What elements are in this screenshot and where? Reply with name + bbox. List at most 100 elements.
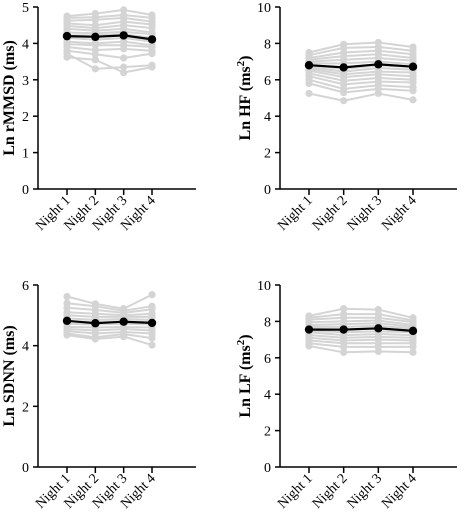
mean-point xyxy=(147,318,157,328)
individual-line xyxy=(66,36,153,43)
individual-point xyxy=(305,79,313,88)
individual-line xyxy=(308,336,414,342)
individual-point xyxy=(409,348,417,356)
individual-line xyxy=(308,69,414,79)
mean-line xyxy=(66,34,153,41)
mean-line xyxy=(308,63,414,69)
individual-line xyxy=(308,313,414,322)
mean-point xyxy=(91,319,100,328)
mean-line xyxy=(66,319,153,325)
individual-line xyxy=(66,56,153,74)
individual-line xyxy=(66,311,153,317)
y-axis-title: Ln LF (ms2) xyxy=(235,334,254,417)
individual-line xyxy=(66,27,153,34)
individual-point xyxy=(409,87,417,95)
mean-point xyxy=(339,325,348,334)
y-tick-label: 6 xyxy=(264,74,271,89)
y-tick-label: 4 xyxy=(22,37,29,52)
individual-line xyxy=(66,40,153,47)
y-tick-label: 2 xyxy=(264,147,271,162)
individual-line xyxy=(66,314,152,318)
individual-line xyxy=(66,293,153,310)
individual-point xyxy=(305,342,313,350)
y-tick-label: 10 xyxy=(257,279,271,294)
individual-point xyxy=(340,97,348,105)
individual-line xyxy=(66,327,153,332)
individual-line xyxy=(308,334,414,339)
individual-point xyxy=(340,343,348,351)
mean-point xyxy=(147,35,157,44)
individual-point xyxy=(409,343,417,351)
y-axis-title: Ln HF (ms2) xyxy=(235,56,254,141)
y-tick-label: 10 xyxy=(257,1,271,16)
individual-line xyxy=(66,13,153,19)
individual-point xyxy=(120,45,128,53)
individual-line xyxy=(308,342,413,348)
individual-line xyxy=(308,319,414,326)
individual-line xyxy=(308,53,414,61)
y-tick-label: 0 xyxy=(22,461,29,476)
individual-line xyxy=(66,8,153,18)
y-tick-label: 6 xyxy=(264,352,271,367)
y-tick-label: 0 xyxy=(264,461,271,476)
individual-line xyxy=(308,316,414,324)
x-tick-label: Night 3 xyxy=(345,471,386,512)
individual-line xyxy=(308,56,414,63)
x-tick-label: Night 2 xyxy=(310,471,351,512)
individual-line xyxy=(308,41,414,54)
individual-line xyxy=(308,92,414,102)
individual-point xyxy=(340,88,348,97)
individual-line xyxy=(66,49,153,60)
mean-point xyxy=(408,62,418,71)
mean-point xyxy=(339,63,348,72)
individual-line xyxy=(66,16,153,23)
individual-point xyxy=(148,49,156,58)
y-tick-label: 0 xyxy=(264,183,271,198)
individual-point xyxy=(120,54,128,62)
individual-point xyxy=(148,341,156,349)
mean-point xyxy=(91,32,100,42)
mean-point xyxy=(62,316,72,325)
individual-point xyxy=(91,50,99,58)
individual-line xyxy=(66,322,153,326)
individual-point xyxy=(409,96,417,104)
individual-line xyxy=(309,324,414,330)
individual-line xyxy=(308,49,414,59)
individual-line xyxy=(66,334,153,347)
individual-point xyxy=(374,89,382,98)
individual-line xyxy=(308,307,414,319)
y-tick-label: 4 xyxy=(264,110,271,125)
individual-line xyxy=(308,345,414,354)
y-tick-label: 4 xyxy=(264,388,271,403)
individual-line xyxy=(308,78,414,90)
individual-line xyxy=(66,52,153,70)
y-tick-label: 4 xyxy=(22,340,29,355)
individual-line xyxy=(66,330,153,335)
y-tick-label: 8 xyxy=(264,315,271,330)
individual-line xyxy=(308,331,414,337)
individual-line xyxy=(66,332,153,340)
y-tick-label: 2 xyxy=(264,425,271,440)
y-tick-label: 3 xyxy=(22,74,29,89)
individual-point xyxy=(120,332,128,341)
mean-point xyxy=(374,324,383,333)
individual-line xyxy=(308,66,414,73)
individual-point xyxy=(374,347,382,356)
individual-line xyxy=(66,306,153,314)
mean-point xyxy=(304,325,314,334)
mean-line xyxy=(309,327,414,332)
y-axis-title: Ln SDNN (ms) xyxy=(1,325,18,426)
individual-point xyxy=(91,56,99,64)
individual-line xyxy=(66,317,153,321)
individual-line xyxy=(66,20,153,27)
y-tick-label: 8 xyxy=(264,37,271,52)
individual-line xyxy=(308,67,414,76)
individual-point xyxy=(340,305,348,313)
individual-line xyxy=(308,75,414,86)
individual-point xyxy=(120,68,128,77)
